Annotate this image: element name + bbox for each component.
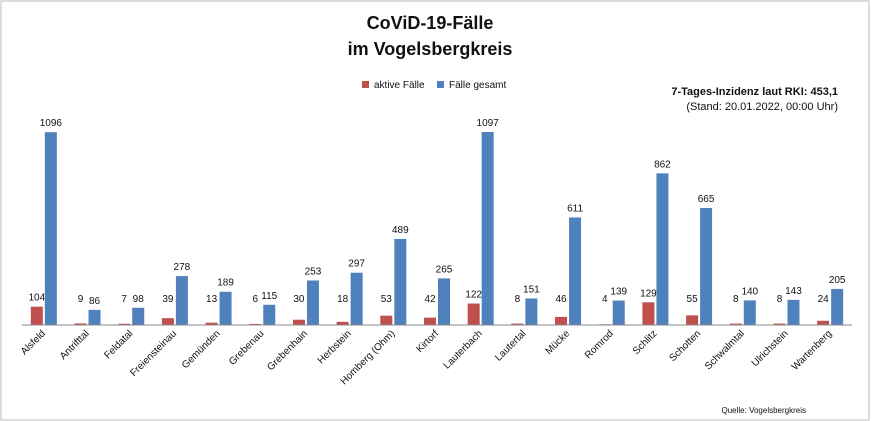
label-active-17: 8: [777, 294, 783, 305]
bar-total-17: [787, 299, 800, 325]
label-total-8: 489: [392, 225, 409, 236]
bar-active-10: [467, 303, 480, 325]
bar-total-7: [350, 272, 363, 325]
label-total-7: 297: [348, 259, 365, 270]
label-total-14: 862: [654, 159, 671, 170]
bar-active-12: [555, 316, 568, 325]
bar-total-14: [656, 173, 669, 325]
bar-total-1: [88, 309, 101, 325]
label-active-5: 6: [252, 294, 258, 305]
bar-active-17: [773, 323, 786, 325]
bar-active-5: [249, 323, 262, 325]
label-total-6: 253: [305, 266, 322, 277]
bar-active-11: [511, 323, 524, 325]
label-active-2: 7: [121, 294, 127, 305]
label-total-12: 611: [567, 204, 583, 215]
label-active-10: 122: [465, 290, 482, 301]
bar-total-11: [525, 298, 538, 325]
bar-total-5: [263, 304, 276, 325]
bar-active-6: [292, 319, 305, 325]
label-active-1: 9: [78, 294, 84, 305]
bar-active-0: [30, 306, 43, 325]
label-active-4: 13: [206, 294, 218, 305]
bar-active-2: [118, 323, 131, 325]
bar-active-3: [161, 318, 174, 325]
label-total-11: 151: [523, 284, 540, 295]
label-active-7: 18: [337, 294, 349, 305]
legend-swatch-total: [437, 81, 444, 88]
bar-active-9: [424, 317, 436, 325]
bar-total-3: [175, 276, 188, 325]
label-total-15: 665: [698, 194, 715, 205]
label-total-0: 1096: [40, 118, 63, 129]
legend-swatch-active: [362, 81, 369, 88]
incidence-date: (Stand: 20.01.2022, 00:00 Uhr): [686, 101, 838, 113]
label-total-10: 1097: [477, 118, 500, 129]
chart-title-line-2: im Vogelsbergkreis: [348, 39, 513, 59]
label-active-12: 46: [555, 294, 567, 305]
label-active-8: 53: [381, 294, 393, 305]
label-active-6: 30: [293, 294, 305, 305]
bar-active-14: [642, 302, 655, 325]
bar-total-8: [394, 238, 407, 325]
bar-total-9: [438, 278, 450, 325]
chart-title-line-1: CoViD-19-Fälle: [367, 13, 494, 33]
source-label: Quelle: Vogelsbergkreis: [722, 406, 807, 415]
label-total-1: 86: [89, 296, 101, 307]
label-active-15: 55: [687, 294, 699, 305]
bar-total-16: [743, 300, 756, 325]
label-total-17: 143: [785, 286, 802, 297]
label-active-11: 8: [515, 294, 521, 305]
bar-total-13: [612, 300, 625, 325]
label-active-14: 129: [640, 288, 657, 299]
legend-label-active: aktive Fälle: [374, 80, 425, 91]
label-active-13: 4: [602, 294, 608, 305]
legend: aktive Fälle Fälle gesamt: [362, 80, 506, 91]
label-active-0: 104: [28, 293, 45, 304]
label-total-16: 140: [741, 286, 758, 297]
label-active-18: 24: [818, 294, 830, 305]
label-total-9: 265: [436, 264, 453, 275]
bar-total-0: [44, 132, 57, 325]
label-total-5: 115: [261, 291, 277, 302]
bar-total-18: [831, 288, 844, 325]
label-total-3: 278: [174, 262, 191, 273]
bar-active-18: [817, 320, 830, 325]
label-total-18: 205: [829, 275, 846, 286]
label-total-13: 139: [610, 287, 627, 298]
bar-active-1: [74, 323, 87, 325]
bar-total-12: [569, 217, 582, 325]
bar-total-15: [700, 208, 713, 325]
label-total-2: 98: [133, 294, 145, 305]
bar-active-15: [686, 315, 699, 325]
bar-active-4: [205, 322, 218, 325]
incidence-annotation: 7-Tages-Inzidenz laut RKI: 453,1: [671, 86, 838, 98]
label-total-4: 189: [217, 278, 234, 289]
bar-active-16: [729, 323, 742, 325]
bar-total-2: [132, 307, 145, 325]
bar-active-7: [336, 321, 349, 325]
bar-total-6: [306, 280, 319, 325]
legend-label-total: Fälle gesamt: [449, 80, 506, 91]
bar-total-4: [219, 291, 232, 325]
label-active-16: 8: [733, 294, 739, 305]
label-active-9: 42: [424, 294, 436, 305]
bar-active-8: [380, 315, 393, 325]
label-active-3: 39: [162, 294, 174, 305]
bar-total-10: [481, 132, 494, 325]
